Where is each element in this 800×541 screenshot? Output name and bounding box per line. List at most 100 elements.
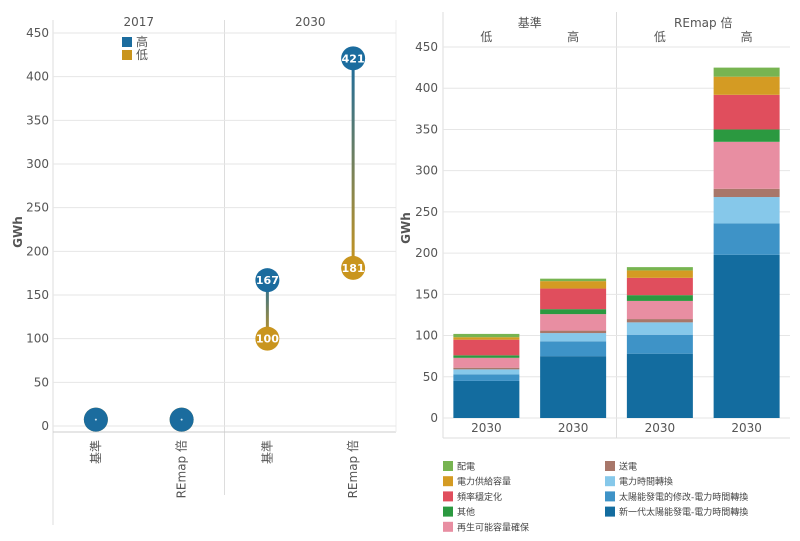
stacked-bar-segment xyxy=(713,141,780,189)
right-legend-label: 再生可能容量確保 xyxy=(457,521,529,533)
stacked-bar-segment xyxy=(540,288,607,310)
left-legend-swatch xyxy=(122,37,132,47)
stacked-bar-segment xyxy=(453,374,520,381)
left-x-category-label: REmap 倍 xyxy=(345,440,360,498)
right-legend-swatch xyxy=(605,506,615,517)
right-x-category-label: 2030 xyxy=(471,421,502,435)
right-x-category-label: 2030 xyxy=(731,421,762,435)
right-y-tick-label: 300 xyxy=(415,164,438,178)
dumbbell-point-high xyxy=(341,46,366,71)
right-sub-header: 高 xyxy=(567,29,579,44)
right-y-tick-label: 400 xyxy=(415,81,438,95)
right-y-tick-label: 150 xyxy=(415,287,438,301)
right-sub-header: 高 xyxy=(741,29,753,44)
stacked-bar-segment xyxy=(453,380,520,418)
left-y-axis-label: GWh xyxy=(11,216,25,248)
right-legend-swatch xyxy=(443,506,453,517)
left-x-category-label: REmap 倍 xyxy=(174,440,189,498)
right-legend-label: 送電 xyxy=(619,461,637,473)
stacked-bar-segment xyxy=(713,67,780,77)
right-y-tick-label: 450 xyxy=(415,40,438,54)
dumbbell-point-high xyxy=(255,268,280,293)
dumbbell-stem xyxy=(351,58,355,268)
stacked-bar-segment xyxy=(540,281,607,289)
point-data-label: 167 xyxy=(256,274,279,287)
stacked-bar-segment xyxy=(713,197,780,224)
right-y-tick-label: 100 xyxy=(415,329,438,343)
left-legend-swatch xyxy=(122,50,132,60)
left-y-tick-label: 150 xyxy=(26,288,49,302)
stacked-bar-segment xyxy=(626,334,693,354)
stacked-bar-segment xyxy=(453,367,520,370)
right-y-axis-label: GWh xyxy=(399,212,413,244)
right-legend-label: 配電 xyxy=(457,462,475,473)
stacked-bar-segment xyxy=(453,337,520,340)
left-y-tick-label: 250 xyxy=(26,201,49,215)
stacked-bar-segment xyxy=(540,278,607,282)
left-y-tick-label: 50 xyxy=(34,375,49,389)
right-legend-swatch xyxy=(605,461,615,471)
right-legend-swatch xyxy=(605,476,615,487)
dumbbell-point-low xyxy=(341,255,366,280)
stacked-bar-segment xyxy=(713,223,780,255)
stacked-bar-segment xyxy=(453,333,520,338)
dumbbell-point-center xyxy=(94,418,97,421)
dumbbell-point-center xyxy=(180,418,183,421)
stacked-bar-segment xyxy=(626,300,693,320)
point-data-label: 181 xyxy=(342,262,365,275)
right-legend-swatch xyxy=(443,521,453,532)
dumbbell-stem xyxy=(265,280,269,339)
right-legend-label: 電力時間轉換 xyxy=(619,476,673,488)
stacked-bar-segment xyxy=(626,270,693,278)
stacked-bar-segment xyxy=(626,267,693,271)
stacked-bar-segment xyxy=(453,369,520,375)
right-x-category-label: 2030 xyxy=(558,421,589,435)
stacked-bar-segment xyxy=(453,357,520,368)
left-y-tick-label: 100 xyxy=(26,332,49,346)
right-legend-label: 電力供給容量 xyxy=(457,476,511,488)
left-y-tick-label: 450 xyxy=(26,26,49,40)
stacked-bar-segment xyxy=(540,309,607,315)
stacked-bar-segment xyxy=(540,314,607,331)
right-legend-label: 頻率穩定化 xyxy=(457,491,502,503)
right-y-tick-label: 50 xyxy=(423,370,438,384)
left-group-header: 2017 xyxy=(123,15,154,29)
stacked-bar-segment xyxy=(453,355,520,358)
left-legend-label: 低 xyxy=(136,48,148,62)
stacked-bar-segment xyxy=(626,277,693,296)
stacked-bar-segment xyxy=(713,76,780,95)
dumbbell-point-low xyxy=(255,326,280,351)
right-legend-swatch xyxy=(443,476,453,487)
right-y-tick-label: 200 xyxy=(415,246,438,260)
point-data-label: 421 xyxy=(342,52,365,65)
right-legend-label: 其他 xyxy=(457,506,475,518)
stacked-bar-segment xyxy=(540,356,607,418)
right-legend-label: 太陽能發電的修改-電力時間轉換 xyxy=(619,491,748,503)
right-sub-header: 低 xyxy=(654,30,666,44)
right-legend-label: 新一代太陽能發電-電力時間轉換 xyxy=(619,506,748,518)
left-y-tick-label: 200 xyxy=(26,244,49,258)
stacked-bar-segment xyxy=(626,322,693,335)
right-group-header: REmap 倍 xyxy=(674,15,732,30)
right-y-tick-label: 0 xyxy=(430,411,438,425)
left-x-category-label: 基準 xyxy=(88,440,103,464)
stacked-bar-segment xyxy=(626,319,693,323)
right-legend-swatch xyxy=(443,461,453,471)
left-y-tick-label: 350 xyxy=(26,113,49,127)
stacked-bar-segment xyxy=(453,339,520,356)
stacked-bar-segment xyxy=(540,341,607,357)
point-data-label: 100 xyxy=(256,333,279,346)
stacked-bar-segment xyxy=(626,353,693,418)
left-y-tick-label: 400 xyxy=(26,70,49,84)
stacked-bar-segment xyxy=(540,330,607,334)
stacked-bar-segment xyxy=(713,188,780,198)
left-y-tick-label: 300 xyxy=(26,157,49,171)
left-group-header: 2030 xyxy=(295,15,326,29)
right-x-category-label: 2030 xyxy=(645,421,676,435)
right-legend-swatch xyxy=(605,491,615,502)
stacked-bar-segment xyxy=(540,333,607,342)
left-x-category-label: 基準 xyxy=(259,440,274,464)
right-y-tick-label: 350 xyxy=(415,122,438,136)
right-sub-header: 低 xyxy=(480,30,492,44)
